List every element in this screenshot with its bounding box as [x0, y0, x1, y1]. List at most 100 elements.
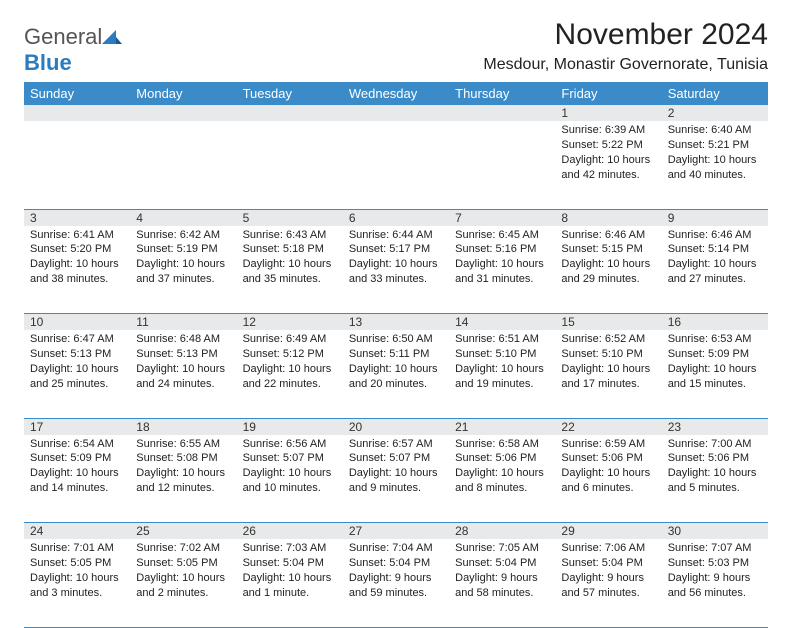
sunrise-text: Sunrise: 7:05 AM — [455, 541, 549, 556]
day-number-cell — [130, 105, 236, 121]
sunrise-text: Sunrise: 6:41 AM — [30, 228, 124, 243]
sunrise-text: Sunrise: 6:46 AM — [668, 228, 762, 243]
day-number-cell: 13 — [343, 314, 449, 331]
sunrise-text: Sunrise: 7:07 AM — [668, 541, 762, 556]
sunset-text: Sunset: 5:07 PM — [349, 451, 443, 466]
daylight-text: Daylight: 10 hours and 12 minutes. — [136, 466, 230, 496]
day-number-cell — [237, 105, 343, 121]
daylight-text: Daylight: 10 hours and 35 minutes. — [243, 257, 337, 287]
daylight-text: Daylight: 9 hours and 59 minutes. — [349, 571, 443, 601]
day-detail-cell: Sunrise: 6:39 AMSunset: 5:22 PMDaylight:… — [555, 121, 661, 209]
sunset-text: Sunset: 5:04 PM — [243, 556, 337, 571]
weekday-header: Tuesday — [237, 82, 343, 105]
sunrise-text: Sunrise: 7:02 AM — [136, 541, 230, 556]
sunrise-text: Sunrise: 6:42 AM — [136, 228, 230, 243]
day-detail-cell: Sunrise: 6:53 AMSunset: 5:09 PMDaylight:… — [662, 330, 768, 418]
daylight-text: Daylight: 10 hours and 9 minutes. — [349, 466, 443, 496]
daylight-text: Daylight: 10 hours and 40 minutes. — [668, 153, 762, 183]
weekday-header: Sunday — [24, 82, 130, 105]
sunrise-text: Sunrise: 7:06 AM — [561, 541, 655, 556]
day-detail-cell: Sunrise: 6:55 AMSunset: 5:08 PMDaylight:… — [130, 435, 236, 523]
daynum-row: 10111213141516 — [24, 314, 768, 331]
location-text: Mesdour, Monastir Governorate, Tunisia — [483, 56, 768, 74]
day-detail-cell: Sunrise: 7:02 AMSunset: 5:05 PMDaylight:… — [130, 539, 236, 627]
daylight-text: Daylight: 10 hours and 25 minutes. — [30, 362, 124, 392]
page-header: GeneralBlue November 2024 Mesdour, Monas… — [24, 18, 768, 76]
daylight-text: Daylight: 10 hours and 6 minutes. — [561, 466, 655, 496]
brand-part1: General — [24, 24, 102, 49]
sail-icon — [102, 24, 122, 50]
day-detail-cell: Sunrise: 6:43 AMSunset: 5:18 PMDaylight:… — [237, 226, 343, 314]
day-number-cell: 18 — [130, 418, 236, 435]
daylight-text: Daylight: 10 hours and 17 minutes. — [561, 362, 655, 392]
sunset-text: Sunset: 5:09 PM — [30, 451, 124, 466]
daylight-text: Daylight: 10 hours and 15 minutes. — [668, 362, 762, 392]
calendar-body: 12Sunrise: 6:39 AMSunset: 5:22 PMDayligh… — [24, 105, 768, 627]
sunset-text: Sunset: 5:14 PM — [668, 242, 762, 257]
sunrise-text: Sunrise: 6:52 AM — [561, 332, 655, 347]
day-number-cell: 4 — [130, 209, 236, 226]
sunrise-text: Sunrise: 6:51 AM — [455, 332, 549, 347]
day-detail-cell: Sunrise: 6:46 AMSunset: 5:15 PMDaylight:… — [555, 226, 661, 314]
day-number-cell: 25 — [130, 523, 236, 540]
sunrise-text: Sunrise: 6:44 AM — [349, 228, 443, 243]
day-number-cell: 15 — [555, 314, 661, 331]
sunrise-text: Sunrise: 6:39 AM — [561, 123, 655, 138]
detail-row: Sunrise: 7:01 AMSunset: 5:05 PMDaylight:… — [24, 539, 768, 627]
day-detail-cell: Sunrise: 6:41 AMSunset: 5:20 PMDaylight:… — [24, 226, 130, 314]
sunset-text: Sunset: 5:13 PM — [30, 347, 124, 362]
day-detail-cell: Sunrise: 6:57 AMSunset: 5:07 PMDaylight:… — [343, 435, 449, 523]
sunset-text: Sunset: 5:15 PM — [561, 242, 655, 257]
title-block: November 2024 Mesdour, Monastir Governor… — [483, 18, 768, 74]
day-number-cell: 27 — [343, 523, 449, 540]
sunset-text: Sunset: 5:13 PM — [136, 347, 230, 362]
day-detail-cell — [343, 121, 449, 209]
day-number-cell: 7 — [449, 209, 555, 226]
day-number-cell: 1 — [555, 105, 661, 121]
sunrise-text: Sunrise: 6:55 AM — [136, 437, 230, 452]
daylight-text: Daylight: 10 hours and 3 minutes. — [30, 571, 124, 601]
day-number-cell: 24 — [24, 523, 130, 540]
daynum-row: 12 — [24, 105, 768, 121]
daylight-text: Daylight: 10 hours and 27 minutes. — [668, 257, 762, 287]
sunset-text: Sunset: 5:07 PM — [243, 451, 337, 466]
sunset-text: Sunset: 5:06 PM — [668, 451, 762, 466]
daylight-text: Daylight: 10 hours and 14 minutes. — [30, 466, 124, 496]
day-number-cell: 5 — [237, 209, 343, 226]
day-number-cell: 22 — [555, 418, 661, 435]
month-title: November 2024 — [483, 18, 768, 52]
day-number-cell: 14 — [449, 314, 555, 331]
sunset-text: Sunset: 5:17 PM — [349, 242, 443, 257]
detail-row: Sunrise: 6:39 AMSunset: 5:22 PMDaylight:… — [24, 121, 768, 209]
day-number-cell: 28 — [449, 523, 555, 540]
sunrise-text: Sunrise: 6:40 AM — [668, 123, 762, 138]
day-number-cell: 17 — [24, 418, 130, 435]
day-detail-cell — [237, 121, 343, 209]
day-detail-cell: Sunrise: 6:59 AMSunset: 5:06 PMDaylight:… — [555, 435, 661, 523]
day-detail-cell: Sunrise: 7:07 AMSunset: 5:03 PMDaylight:… — [662, 539, 768, 627]
brand-part2: Blue — [24, 50, 72, 75]
sunrise-text: Sunrise: 7:03 AM — [243, 541, 337, 556]
day-number-cell: 3 — [24, 209, 130, 226]
daylight-text: Daylight: 10 hours and 31 minutes. — [455, 257, 549, 287]
sunrise-text: Sunrise: 7:04 AM — [349, 541, 443, 556]
daylight-text: Daylight: 10 hours and 20 minutes. — [349, 362, 443, 392]
brand-logo: GeneralBlue — [24, 18, 122, 76]
daylight-text: Daylight: 10 hours and 42 minutes. — [561, 153, 655, 183]
daynum-row: 24252627282930 — [24, 523, 768, 540]
sunset-text: Sunset: 5:04 PM — [561, 556, 655, 571]
day-detail-cell: Sunrise: 6:49 AMSunset: 5:12 PMDaylight:… — [237, 330, 343, 418]
sunset-text: Sunset: 5:20 PM — [30, 242, 124, 257]
sunrise-text: Sunrise: 6:59 AM — [561, 437, 655, 452]
day-detail-cell: Sunrise: 6:47 AMSunset: 5:13 PMDaylight:… — [24, 330, 130, 418]
sunset-text: Sunset: 5:11 PM — [349, 347, 443, 362]
sunset-text: Sunset: 5:19 PM — [136, 242, 230, 257]
sunset-text: Sunset: 5:10 PM — [455, 347, 549, 362]
daynum-row: 3456789 — [24, 209, 768, 226]
day-detail-cell: Sunrise: 6:45 AMSunset: 5:16 PMDaylight:… — [449, 226, 555, 314]
daylight-text: Daylight: 10 hours and 10 minutes. — [243, 466, 337, 496]
day-detail-cell: Sunrise: 7:06 AMSunset: 5:04 PMDaylight:… — [555, 539, 661, 627]
weekday-header: Wednesday — [343, 82, 449, 105]
daylight-text: Daylight: 10 hours and 24 minutes. — [136, 362, 230, 392]
sunset-text: Sunset: 5:10 PM — [561, 347, 655, 362]
